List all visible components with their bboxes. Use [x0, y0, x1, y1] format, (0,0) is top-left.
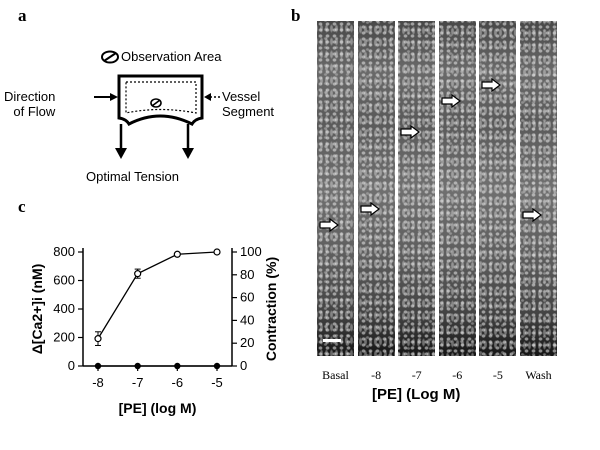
observation-area-icon: [101, 50, 119, 64]
data-point-calcium: [174, 362, 181, 370]
panel-label-b: b: [291, 6, 301, 25]
vessel-segment-label: Vessel Segment: [222, 89, 274, 119]
x-tick-label: -7: [132, 375, 144, 390]
y-tick-label-left: 400: [53, 301, 75, 316]
tension-arrow-left: [115, 124, 127, 159]
data-point-contraction: [213, 248, 221, 256]
lane-label: -7: [411, 368, 422, 382]
lane-label: Wash: [525, 368, 552, 382]
y-tick-label-right: 80: [240, 267, 254, 282]
vessel-pointer-arrow: [204, 93, 220, 101]
tension-arrow-right: [182, 124, 194, 159]
y-tick-label-right: 60: [240, 290, 254, 305]
direction-line-2: of Flow: [13, 104, 56, 119]
marker-arrow-icon: [319, 218, 339, 233]
micrograph-lane-3: [398, 21, 436, 356]
data-point-contraction: [94, 335, 102, 343]
lane-label: -5: [492, 368, 503, 382]
panel-label-a: a: [18, 6, 27, 25]
optimal-tension-label: Optimal Tension: [86, 169, 179, 184]
panel-label-c: c: [18, 197, 26, 216]
marker-arrow-icon: [400, 124, 421, 139]
x-tick-label: -5: [211, 375, 223, 390]
observation-area-label: Observation Area: [121, 49, 222, 64]
marker-arrow-icon: [481, 77, 502, 92]
flow-arrow: [94, 93, 118, 101]
data-point-calcium: [134, 362, 141, 370]
micrograph-lane-6: [520, 21, 557, 356]
y-tick-label-left: 800: [53, 244, 75, 259]
marker-arrow-icon: [359, 201, 380, 216]
micrograph-lane-4: [438, 21, 476, 356]
y-tick-label-right: 40: [240, 312, 254, 327]
y-tick-label-right: 0: [240, 358, 247, 373]
scale-bar: [323, 339, 341, 342]
x-tick-label: -8: [92, 375, 104, 390]
x-tick-label: -6: [172, 375, 184, 390]
micrograph-lane-5: [479, 21, 517, 356]
data-point-calcium: [94, 362, 102, 370]
data-point-contraction: [173, 250, 181, 258]
observation-window: [125, 81, 197, 114]
y-axis-title-right: Contraction (%): [263, 257, 279, 361]
lane-label: Basal: [322, 368, 349, 382]
y-axis-title-left: Δ[Ca2+]i (nM): [29, 264, 45, 355]
data-point-calcium: [213, 362, 221, 370]
lane-label: -6: [452, 368, 463, 382]
micrograph-xlabel: [PE] (Log M): [372, 386, 461, 403]
direction-of-flow-label: Direction of Flow: [4, 89, 55, 119]
y-tick-label-left: 0: [68, 358, 75, 373]
y-tick-label-left: 600: [53, 273, 75, 288]
lane-label: -8: [371, 368, 382, 382]
y-tick-label-left: 200: [53, 330, 75, 345]
vessel-line-1: Vessel: [222, 89, 261, 104]
direction-line-1: Direction: [4, 89, 56, 104]
data-point-contraction: [134, 270, 142, 278]
x-axis-title: [PE] (log M): [119, 400, 197, 416]
series-line-contraction: [97, 251, 218, 339]
micrograph-lane-2: [357, 21, 395, 356]
vessel-line-2: Segment: [222, 104, 275, 119]
y-tick-label-right: 100: [240, 244, 262, 259]
micrograph-lane-1: [317, 21, 354, 356]
center-marker-icon: [150, 98, 162, 108]
marker-arrow-icon: [441, 94, 461, 109]
y-tick-label-right: 20: [240, 335, 254, 350]
marker-arrow-icon: [522, 208, 542, 223]
micrograph-strip: [317, 21, 557, 356]
